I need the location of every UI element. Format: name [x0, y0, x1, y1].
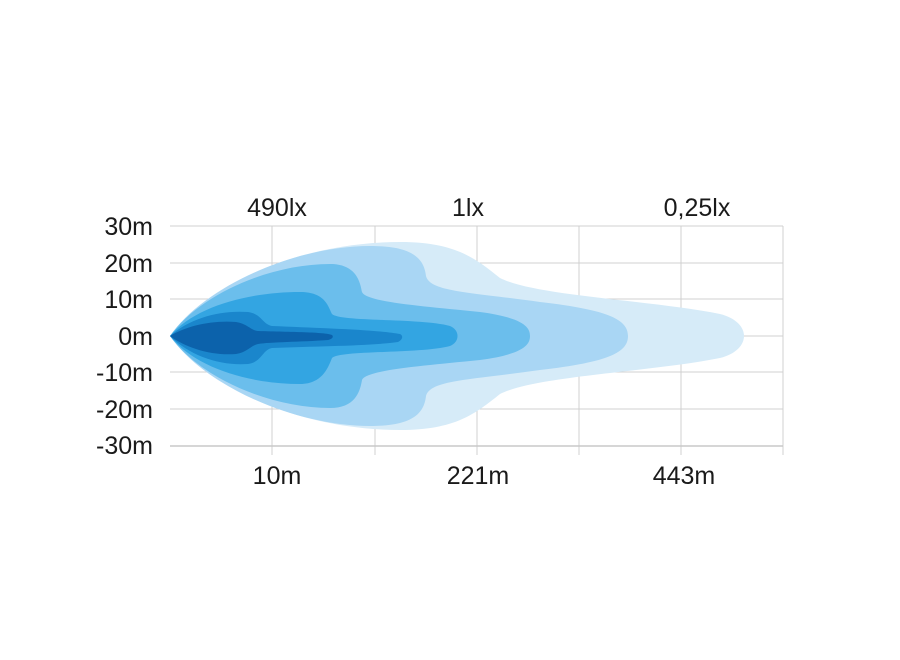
- lux-label: 490lx: [247, 194, 307, 222]
- x-tick-label: 443m: [653, 462, 716, 490]
- beam-zone-6: [170, 321, 333, 355]
- x-tick-label: 10m: [253, 462, 302, 490]
- y-tick-label: -10m: [96, 359, 153, 387]
- y-tick-label: 20m: [104, 250, 153, 278]
- lux-label: 0,25lx: [664, 194, 731, 222]
- y-tick-label: 30m: [104, 213, 153, 241]
- y-axis-labels: 30m 20m 10m 0m -10m -20m -30m: [96, 213, 153, 460]
- beam-zones: [170, 242, 744, 430]
- lux-label: 1lx: [452, 194, 484, 222]
- y-tick-label: -30m: [96, 432, 153, 460]
- x-tick-label: 221m: [447, 462, 510, 490]
- x-axis-labels: 10m 221m 443m: [253, 462, 716, 490]
- lux-labels: 490lx 1lx 0,25lx: [247, 194, 731, 222]
- y-tick-label: 10m: [104, 286, 153, 314]
- y-tick-label: -20m: [96, 396, 153, 424]
- y-tick-label: 0m: [118, 323, 153, 351]
